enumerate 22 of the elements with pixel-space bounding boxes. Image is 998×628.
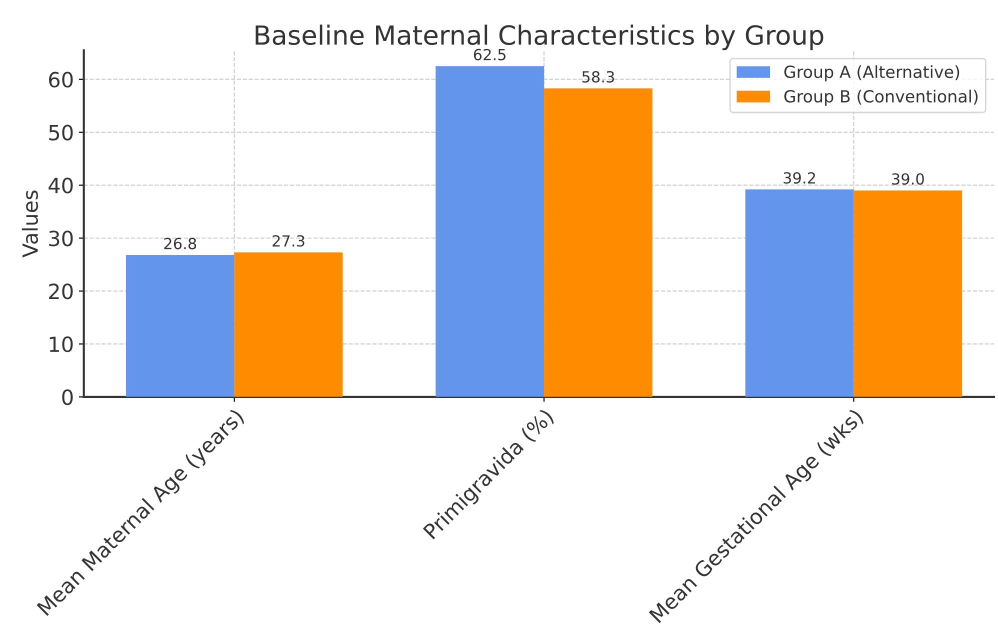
y-tick-label: 20 xyxy=(49,284,73,300)
data-label: 58.3 xyxy=(582,71,614,83)
bar xyxy=(234,252,343,397)
y-tick-label: 60 xyxy=(49,72,73,88)
y-tick-label: 30 xyxy=(49,230,73,246)
data-label: 62.5 xyxy=(474,48,506,60)
y-tick-label: 0 xyxy=(62,389,73,406)
legend-label: Group B (Conventional) xyxy=(784,90,978,106)
y-tick-label: 50 xyxy=(49,124,73,140)
data-label: 26.8 xyxy=(164,238,196,250)
data-label: 27.3 xyxy=(272,235,304,247)
legend-label: Group A (Alternative) xyxy=(784,65,960,82)
data-label: 39.2 xyxy=(784,172,815,184)
bar xyxy=(126,255,234,397)
y-axis-title: Values xyxy=(22,190,38,258)
bar xyxy=(436,66,544,397)
bar xyxy=(854,190,962,397)
bar xyxy=(544,88,652,397)
y-tick-label: 10 xyxy=(50,336,73,352)
y-tick-label: 40 xyxy=(48,178,73,194)
bar xyxy=(745,189,854,397)
data-label: 39.0 xyxy=(892,173,924,185)
